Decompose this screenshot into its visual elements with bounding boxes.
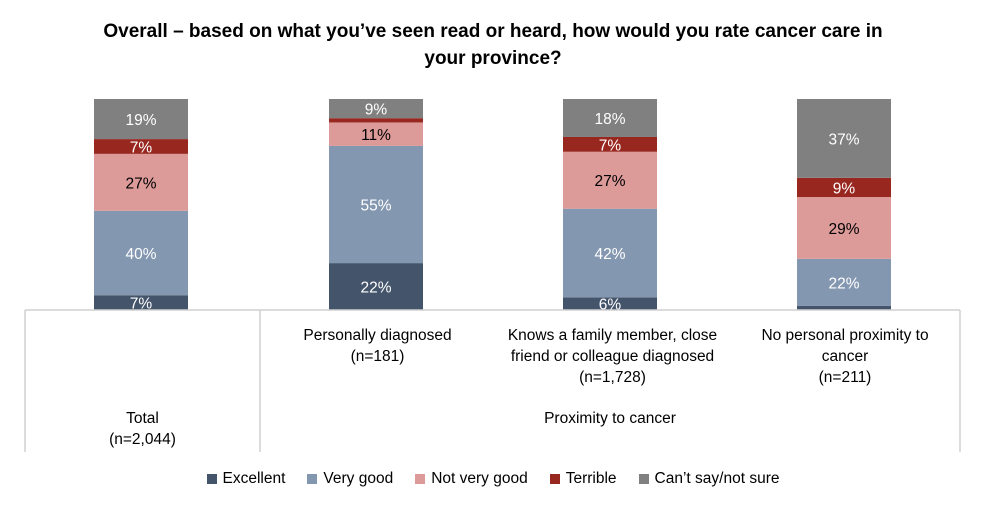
category-label-line: No personal proximity to [761,327,929,344]
bar-segment [329,145,423,264]
bar-segment [94,153,188,211]
bar-segment [797,197,891,259]
bar-segment [94,210,188,296]
bar-segment [797,258,891,306]
category-label-line: Knows a family member, close [507,327,718,344]
bar-segment [329,263,423,310]
legend-label: Not very good [431,470,528,487]
bar-segment [797,177,891,198]
data-label: 9% [833,180,856,197]
data-label: 22% [360,280,391,297]
data-label: 19% [125,112,156,129]
bar-segment [329,118,423,123]
category-label-line: friend or colleague diagnosed [510,348,715,365]
category-label: No personal proximity to cancer (n=211) [730,325,960,388]
data-label: 42% [594,246,625,263]
category-label-line: (n=2,044) [109,431,176,448]
bar-segment [94,139,188,154]
category-label-line: (n=1,728) [579,369,646,386]
data-label: 6% [599,297,622,314]
bar-segment [563,136,657,152]
bar-segment [563,297,657,310]
group-label: Proximity to cancer [544,410,676,427]
bar-segment [329,99,423,119]
legend-item: Excellent [206,470,286,488]
legend-item: Not very good [415,470,528,488]
bar-segment [563,151,657,209]
bar-segment [797,99,891,178]
data-label: 11% [361,127,391,144]
category-label: Knows a family member, close friend or co… [495,325,730,388]
bar-segment [94,295,188,310]
category-label-line: Personally diagnosed [303,327,452,344]
data-label: 22% [828,275,859,292]
category-label-line: (n=211) [818,369,872,386]
legend-swatch [415,474,426,484]
legend-label: Very good [323,470,394,487]
bar-segment [329,122,423,146]
data-label: 9% [365,102,388,119]
data-label: 18% [594,111,625,128]
data-label: 37% [828,131,859,148]
legend-label: Can’t say/not sure [654,470,780,487]
legend-item: Very good [307,470,393,488]
bar-segment [563,208,657,298]
chart-title: Overall – based on what you’ve seen read… [103,21,883,69]
data-label: 7% [599,137,622,154]
category-label-line: Total [126,410,159,427]
bar-segment [94,99,188,140]
category-label: Total (n=2,044) [25,408,260,450]
data-label: 40% [125,246,156,263]
data-label: 27% [594,173,625,190]
data-label: 27% [125,175,156,192]
data-label: 55% [360,198,391,215]
category-label-line: (n=181) [350,348,405,365]
legend: Excellent Very good Not very good Terrible C… [0,470,986,488]
legend-swatch [638,474,649,484]
category-label: Personally diagnosed (n=181) [260,325,495,367]
legend-label: Terrible [565,470,617,487]
bar-segment [797,305,891,310]
legend-swatch [206,474,217,484]
data-label: 29% [828,221,859,238]
legend-item: Terrible [549,470,617,488]
category-label-line: cancer [821,348,869,365]
legend-label: Excellent [222,470,286,487]
legend-swatch [307,474,318,484]
legend-item: Can’t say/not sure [638,470,780,488]
bar-segment [563,99,657,137]
data-label: 7% [130,139,153,156]
data-label: 7% [130,296,153,313]
legend-swatch [549,474,560,484]
